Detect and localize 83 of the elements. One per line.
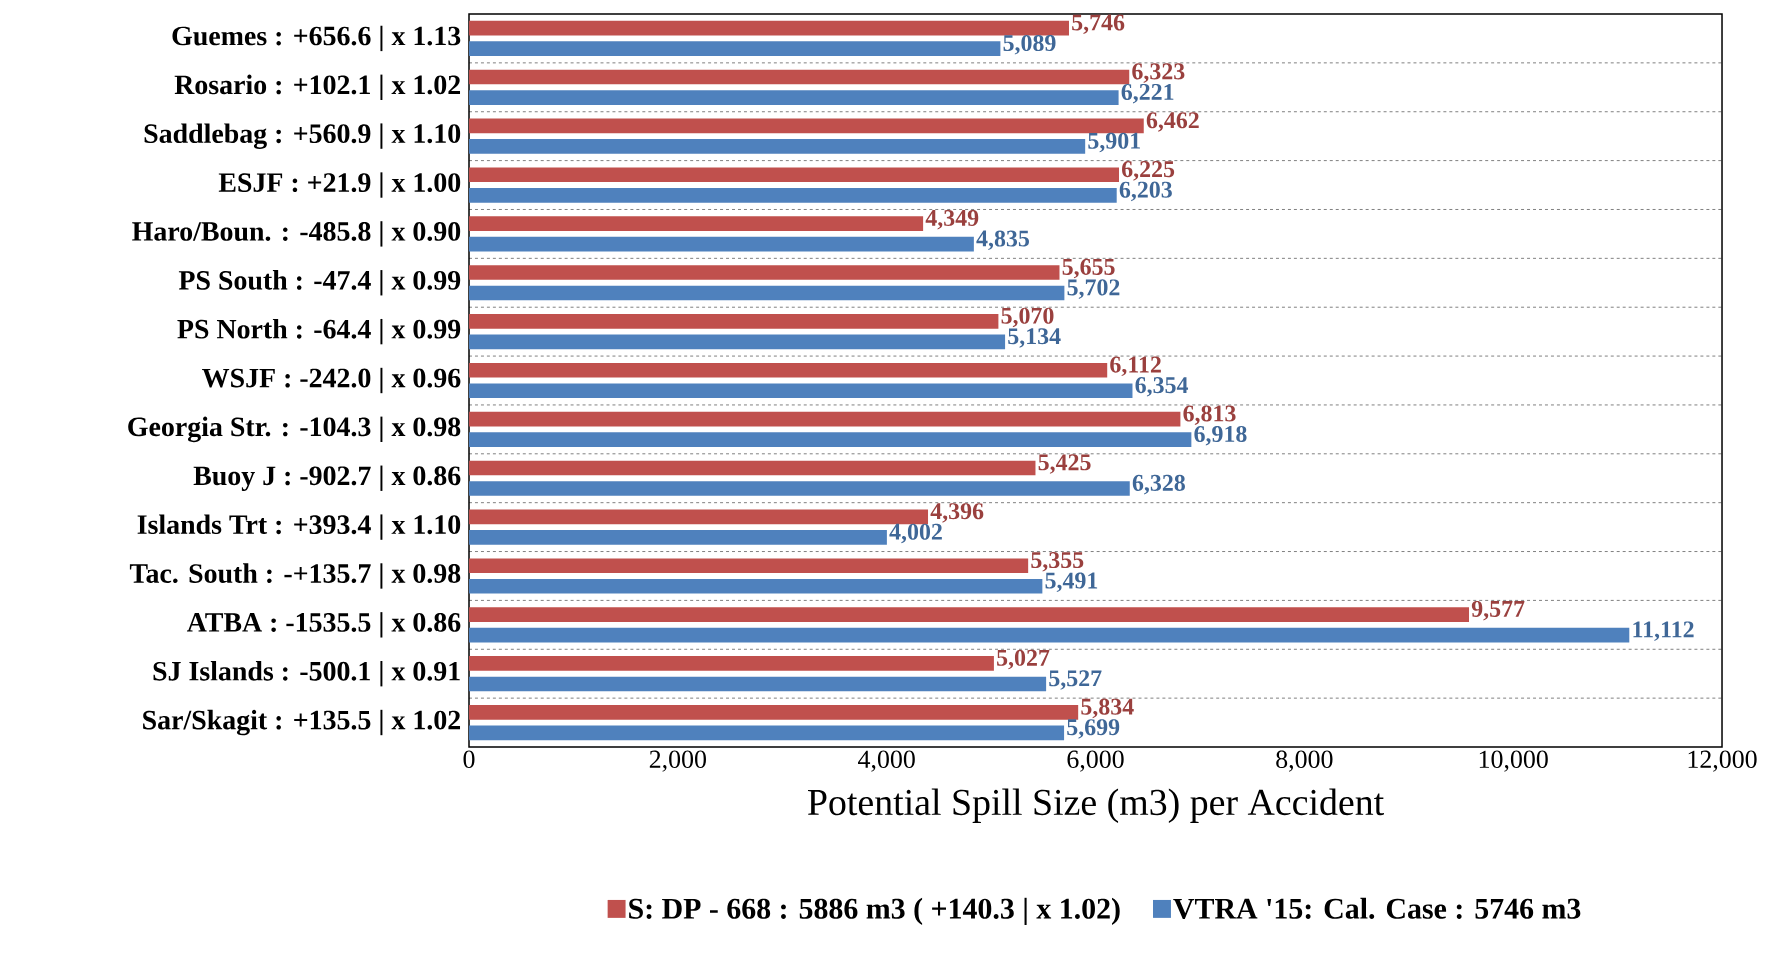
y-tick-label: Buoy J : -902.7 | x 0.86 — [193, 465, 461, 491]
bar — [469, 139, 1086, 154]
y-tick-label: Guemes : +656.6 | x 1.13 — [172, 25, 461, 52]
data-label: 5,491 — [1045, 572, 1098, 593]
data-label: 5,355 — [1031, 552, 1084, 572]
y-tick-label: PS North : -64.4 | x 0.99 — [177, 318, 461, 345]
bar — [469, 334, 1006, 350]
data-label: 4,835 — [976, 230, 1029, 251]
data-label: 6,813 — [1183, 405, 1236, 425]
data-label: 5,702 — [1067, 279, 1120, 299]
data-label: 5,746 — [1072, 14, 1125, 35]
x-tick-label: 12,000 — [1688, 750, 1757, 772]
data-label: 5,134 — [1008, 328, 1061, 348]
bar — [469, 90, 1119, 105]
y-tick-label: Saddlebag : +560.9 | x 1.10 — [144, 123, 461, 149]
data-label: 6,918 — [1194, 425, 1247, 446]
data-label: 5,089 — [1003, 34, 1056, 55]
data-label: 4,002 — [889, 523, 942, 544]
data-label: 6,221 — [1121, 83, 1174, 104]
bar — [469, 481, 1130, 496]
x-tick-label: 2,000 — [649, 750, 706, 772]
data-label: 6,203 — [1119, 181, 1172, 202]
bar — [469, 725, 1065, 741]
data-label: 11,112 — [1633, 621, 1694, 641]
bar — [469, 20, 1069, 36]
bar — [469, 216, 924, 231]
data-label: 6,328 — [1132, 474, 1185, 495]
data-label: 5,655 — [1062, 258, 1115, 279]
bar — [469, 265, 1060, 280]
data-label: 5,901 — [1088, 132, 1140, 153]
x-tick-label: 4,000 — [858, 750, 915, 772]
data-label: 5,699 — [1067, 719, 1120, 739]
data-label: 4,396 — [930, 503, 984, 523]
data-label: 5,834 — [1081, 698, 1134, 719]
bar — [469, 41, 1001, 57]
y-tick-label: Sar/Skagit : +135.5 | x 1.02 — [143, 709, 461, 736]
bar — [469, 118, 1144, 134]
y-tick-label: WSJF : -242.0 | x 0.96 — [202, 367, 461, 394]
data-label: 5,425 — [1038, 454, 1091, 474]
bar — [469, 627, 1630, 643]
bar — [469, 578, 1043, 594]
bar — [469, 411, 1181, 427]
y-tick-label: ESJF : +21.9 | x 1.00 — [218, 172, 461, 198]
x-tick-label: 10,000 — [1479, 750, 1548, 772]
bar — [469, 383, 1133, 399]
x-axis-title: Potential Spill Size (m3) per Accident — [807, 788, 1384, 823]
y-tick-label: Tac. South : -+135.7 | x 0.98 — [129, 563, 461, 589]
y-tick-label: PS South : -47.4 | x 0.99 — [178, 270, 461, 296]
x-tick-label: 6,000 — [1067, 750, 1124, 772]
bar — [469, 607, 1470, 622]
bar — [469, 558, 1029, 574]
y-tick-label: ATBA : -1535.5 | x 0.86 — [186, 612, 461, 638]
bar — [469, 432, 1192, 447]
bar — [469, 314, 999, 329]
bar — [469, 236, 974, 252]
x-tick-label: 8,000 — [1276, 750, 1333, 772]
bar — [469, 656, 994, 671]
bar — [469, 167, 1119, 183]
data-label: 9,577 — [1471, 600, 1525, 621]
y-tick-label: Georgia Str. : -104.3 | x 0.98 — [128, 416, 461, 443]
data-label: 5,027 — [997, 649, 1050, 670]
data-label: 4,349 — [925, 209, 979, 230]
bar — [469, 676, 1047, 692]
data-label: 5,527 — [1049, 670, 1102, 690]
y-tick-label: Rosario : +102.1 | x 1.02 — [174, 74, 461, 100]
data-label: 6,354 — [1135, 377, 1189, 397]
data-label: 6,462 — [1146, 112, 1199, 132]
data-label: 5,070 — [1001, 307, 1054, 328]
bar — [469, 530, 887, 545]
y-tick-label: Haro/Boun. : -485.8 | x 0.90 — [132, 221, 461, 247]
bar — [469, 704, 1079, 720]
bar — [469, 187, 1117, 203]
data-label: 6,323 — [1132, 63, 1185, 83]
y-tick-label: Islands Trt : +393.4 | x 1.10 — [137, 514, 461, 540]
legend-label: VTRA '15: Cal. Case : 5746 m3 — [1173, 897, 1581, 919]
bar — [469, 362, 1108, 378]
data-label: 6,225 — [1122, 161, 1175, 181]
legend-label: S: DP - 668 : 5886 m3 ( +140.3 | x 1.02) — [629, 897, 1120, 925]
x-tick-label: 0 — [463, 750, 475, 768]
data-label: 6,112 — [1110, 356, 1161, 377]
y-tick-label: SJ Islands : -500.1 | x 0.91 — [153, 661, 460, 687]
bar — [469, 460, 1036, 476]
bar — [469, 285, 1065, 301]
